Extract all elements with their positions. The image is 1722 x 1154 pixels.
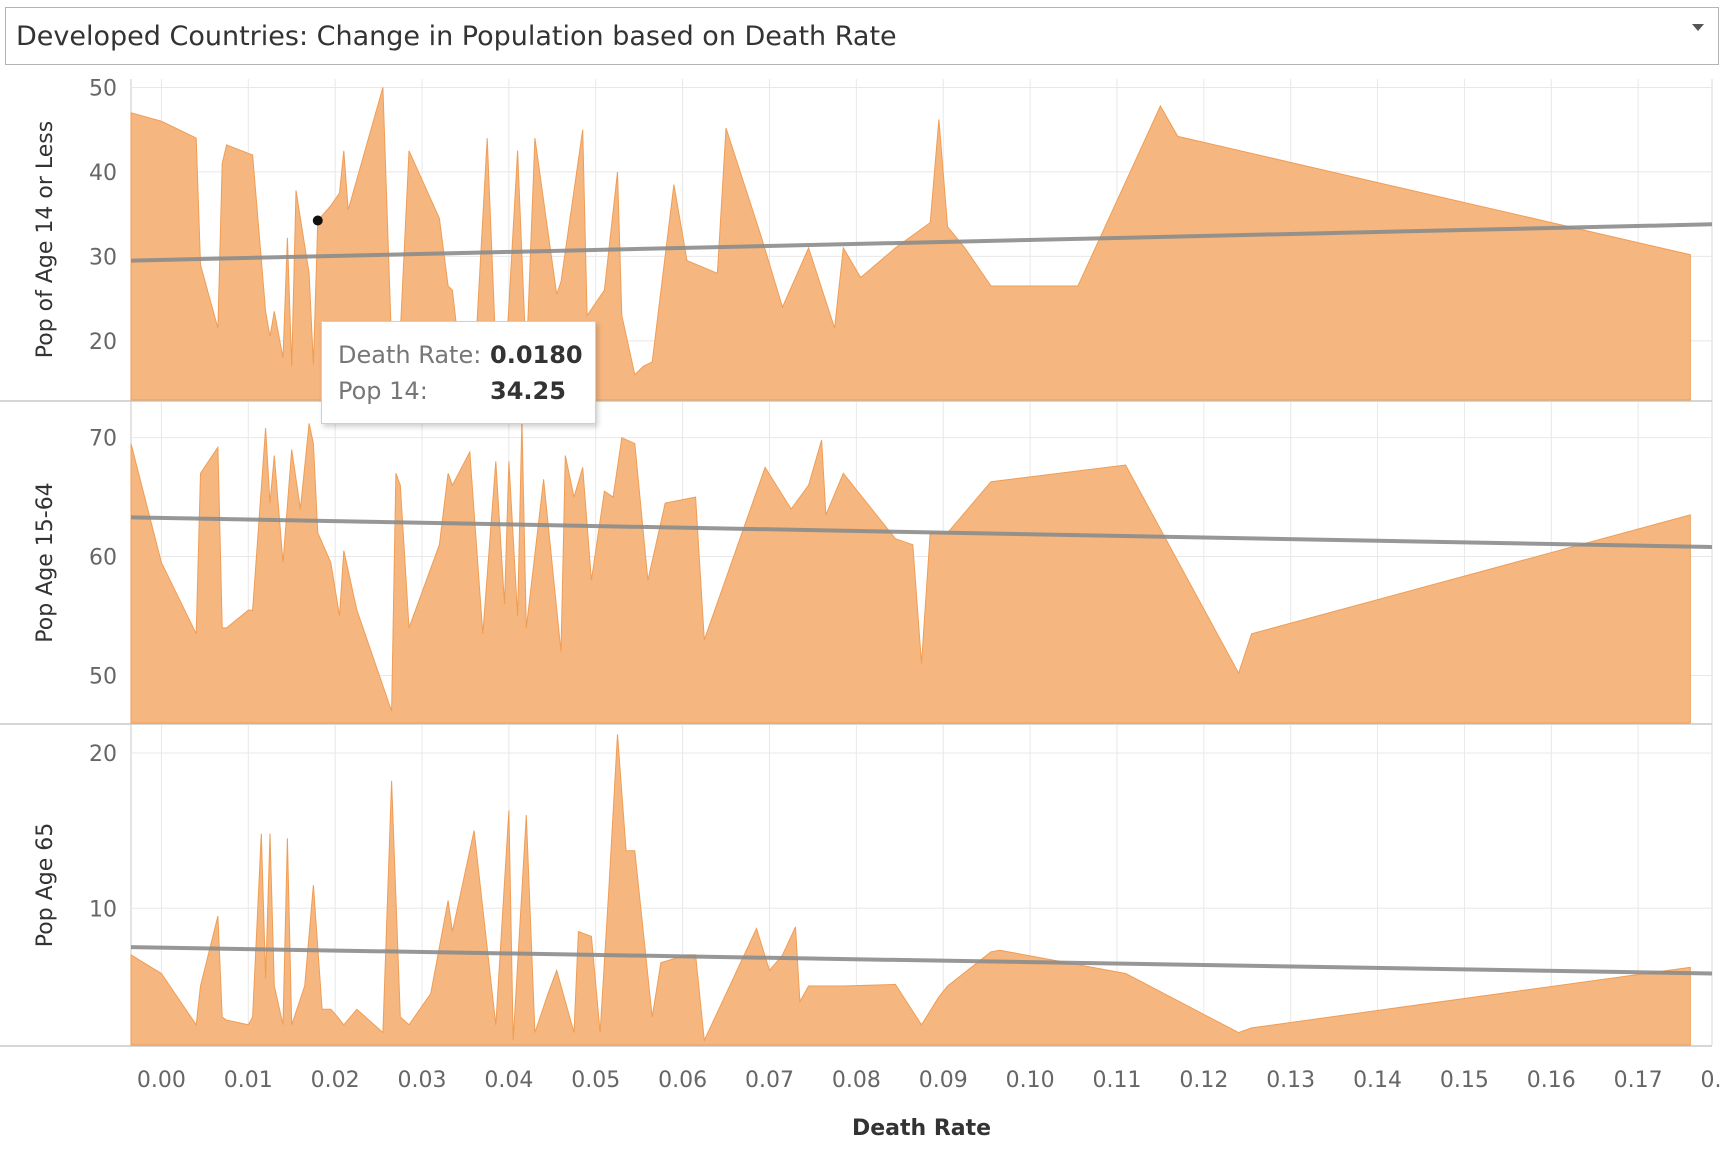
x-tick-label: 0.16	[1527, 1068, 1576, 1093]
x-tick-label: 0.00	[137, 1068, 186, 1093]
area-series	[130, 734, 1691, 1046]
y-tick-label: 50	[89, 76, 117, 101]
x-tick-label: 0.10	[1006, 1068, 1055, 1093]
trend-line	[130, 222, 1713, 263]
y-tick-label: 20	[89, 742, 117, 767]
y-tick-label: 10	[89, 897, 117, 922]
x-tick-label: 0.04	[484, 1068, 533, 1093]
y-axis-label: Pop Age 65	[33, 823, 58, 947]
y-tick-label: 70	[89, 427, 117, 452]
highlighted-point	[312, 215, 323, 226]
tooltip: Death Rate: 0.0180 Pop 14: 34.25	[321, 321, 596, 424]
trend-line	[130, 945, 1713, 976]
x-tick-label: 0.01	[224, 1068, 273, 1093]
chart-title: Developed Countries: Change in Populatio…	[16, 21, 897, 52]
tooltip-row-death-rate: Death Rate: 0.0180	[338, 341, 583, 369]
x-axis-title: Death Rate	[852, 1116, 991, 1141]
y-tick-label: 40	[89, 161, 117, 186]
x-tick-label: 0.15	[1440, 1068, 1489, 1093]
tooltip-pop-value: 34.25	[490, 377, 566, 405]
panel-3: 10 20 Pop Age 65	[33, 725, 1713, 1046]
x-tick-label: 0.11	[1092, 1068, 1141, 1093]
x-tick-label: 0.07	[745, 1068, 794, 1093]
y-axis-label: Pop Age 15-64	[33, 482, 58, 642]
tooltip-row-pop: Pop 14: 34.25	[338, 377, 566, 405]
tooltip-death-rate-value: 0.0180	[490, 341, 583, 369]
panel-2: 50 60 70 Pop Age 15-64	[33, 402, 1713, 724]
panel-1: 20 30 40 50 Pop of Age 14 or Less	[33, 76, 1713, 401]
x-tick-label: 0.02	[311, 1068, 360, 1093]
x-tick-label: 0.18	[1701, 1068, 1722, 1093]
trend-line	[130, 515, 1713, 550]
x-tick-label: 0.09	[919, 1068, 968, 1093]
filter-dropdown[interactable]: Developed Countries: Change in Populatio…	[5, 7, 1719, 65]
x-tick-label: 0.03	[398, 1068, 447, 1093]
x-tick-label: 0.08	[832, 1068, 881, 1093]
y-tick-label: 60	[89, 546, 117, 571]
x-tick-label: 0.13	[1266, 1068, 1315, 1093]
tooltip-death-rate-label: Death Rate:	[338, 341, 482, 369]
y-tick-label: 20	[89, 330, 117, 355]
area-series	[130, 419, 1691, 724]
y-tick-label: 50	[89, 664, 117, 689]
chevron-down-icon[interactable]	[1692, 24, 1704, 31]
x-tick-label: 0.14	[1353, 1068, 1402, 1093]
y-axis-label: Pop of Age 14 or Less	[33, 121, 58, 358]
x-tick-label: 0.06	[658, 1068, 707, 1093]
x-tick-label: 0.12	[1179, 1068, 1228, 1093]
y-tick-label: 30	[89, 245, 117, 270]
tooltip-pop-label: Pop 14:	[338, 377, 428, 405]
x-tick-label: 0.17	[1614, 1068, 1663, 1093]
x-tick-label: 0.05	[571, 1068, 620, 1093]
